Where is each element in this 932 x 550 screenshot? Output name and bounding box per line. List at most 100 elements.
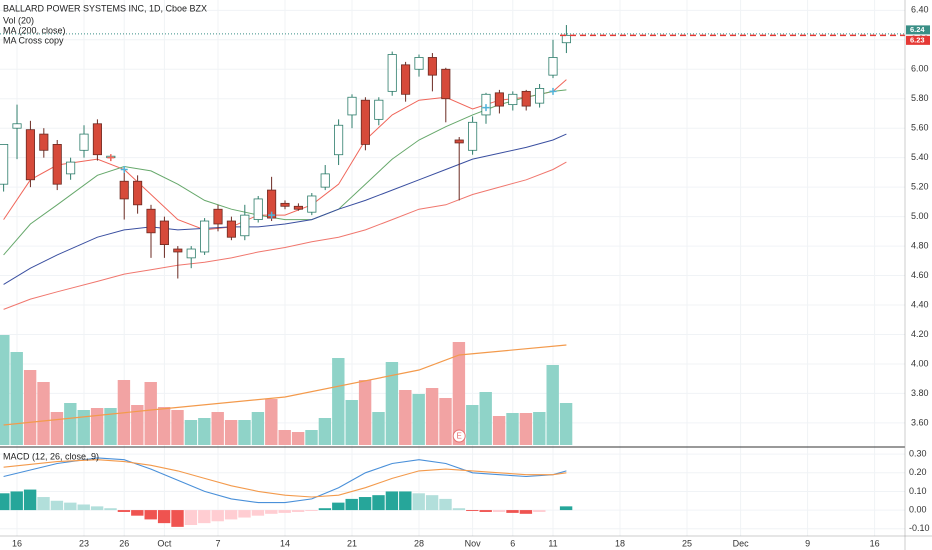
x-tick-label: 21 <box>347 538 357 548</box>
macd-histogram-bar <box>10 491 23 511</box>
macd-histogram-bar <box>318 508 332 511</box>
signal-line <box>3 459 567 498</box>
volume-bar <box>10 352 23 445</box>
candle-body <box>52 144 62 185</box>
volume-bar <box>358 380 372 445</box>
macd-title: MACD (12, 26, close, 9) <box>3 451 99 461</box>
x-tick-label: 11 <box>548 538 557 548</box>
macd-histogram-bar <box>157 510 171 524</box>
volume-bar <box>23 370 37 445</box>
candle-body <box>12 123 22 129</box>
candle-body <box>146 208 156 234</box>
macd-histogram-bar <box>345 498 358 511</box>
candle-body <box>307 195 317 213</box>
cross-marker <box>482 104 490 112</box>
macd-histogram-bar <box>439 498 452 511</box>
volume-bar <box>385 362 399 445</box>
volume-bar <box>37 382 50 445</box>
candle-body <box>173 248 183 253</box>
macd-histogram-bar <box>238 510 251 518</box>
candle-body <box>387 54 397 92</box>
volume-bar <box>0 335 10 445</box>
macd-histogram-bar <box>559 506 573 511</box>
macd-histogram-bar <box>224 510 238 520</box>
candle-body <box>79 133 89 151</box>
volume-bar <box>492 416 506 445</box>
candle-body <box>25 129 35 181</box>
volume-bar <box>466 405 479 445</box>
volume-bar <box>439 398 452 445</box>
plot: E <box>0 25 905 527</box>
volume-bar <box>278 430 291 445</box>
volume-bar <box>345 400 358 445</box>
macd-histogram-bar <box>372 495 385 511</box>
cross-marker <box>120 165 128 173</box>
volume-bar <box>198 418 211 445</box>
candle-body <box>548 57 558 76</box>
x-tick-label: 16 <box>870 538 880 548</box>
x-tick-label: 6 <box>510 538 515 548</box>
x-tick-label: 18 <box>615 538 625 548</box>
macd-histogram-bar <box>90 506 104 511</box>
volume-bar <box>291 432 305 445</box>
candle-body <box>293 205 303 210</box>
macd-histogram-bar <box>412 493 425 511</box>
volume-bar <box>399 390 412 445</box>
macd-histogram-bar <box>466 510 479 512</box>
macd-histogram-bar <box>251 510 265 516</box>
y-tick-label: 5.80 <box>911 93 929 103</box>
candle-body <box>39 133 49 151</box>
volume-bar <box>104 408 117 445</box>
y-tick-label: 3.80 <box>911 388 929 398</box>
y-tick-label: 5.40 <box>911 152 929 162</box>
candle-body <box>320 173 330 188</box>
earnings-marker <box>452 429 466 443</box>
macd-histogram-bar <box>492 510 506 512</box>
cross-marker-shape <box>268 211 276 219</box>
y-tick-label: 5.20 <box>911 182 929 192</box>
candle-body <box>441 68 451 100</box>
y-tick-label: 3.60 <box>911 417 929 427</box>
candle-body <box>468 121 478 151</box>
macd-histogram-bar <box>117 510 131 512</box>
cross-marker <box>549 87 557 95</box>
candle-body <box>401 64 411 95</box>
candle-body <box>494 92 504 107</box>
chart-title: BALLARD POWER SYSTEMS INC, 1D, Cboe BZX <box>3 3 207 13</box>
volume-bar <box>211 412 224 445</box>
macd-histogram-bar <box>64 502 77 511</box>
volume-bar <box>157 407 171 445</box>
volume-bar <box>452 342 466 445</box>
candle-body <box>374 99 384 120</box>
candle-body <box>535 88 545 104</box>
volume-bar <box>519 413 533 445</box>
volume-ma-line <box>3 344 567 426</box>
candle-body <box>253 198 263 220</box>
candle-body <box>521 90 531 107</box>
ma-line <box>3 133 567 285</box>
indicator-label: Vol (20) <box>3 15 34 25</box>
volume-bar <box>546 365 559 445</box>
volume-bar <box>144 382 157 445</box>
x-tick-label: 25 <box>682 538 692 548</box>
volume-bar <box>305 430 318 445</box>
x-tick-label: 7 <box>216 538 221 548</box>
cross-marker-shape <box>482 104 490 112</box>
candle-body <box>347 96 357 116</box>
volume-bar <box>77 410 90 445</box>
volume-bar <box>171 410 184 445</box>
candle-body <box>454 139 464 144</box>
candle-body <box>226 220 236 238</box>
macd-histogram-bar <box>211 510 224 522</box>
candle-body <box>66 161 76 175</box>
earnings-label: E <box>457 432 462 441</box>
cross-marker <box>107 154 115 162</box>
candle-body <box>92 123 102 156</box>
cross-marker-shape <box>107 154 115 162</box>
volume-bar <box>559 403 573 445</box>
macd-histogram-bar <box>305 510 318 512</box>
indicator-label: MA (200, close) <box>3 25 66 35</box>
cross-marker <box>268 211 276 219</box>
